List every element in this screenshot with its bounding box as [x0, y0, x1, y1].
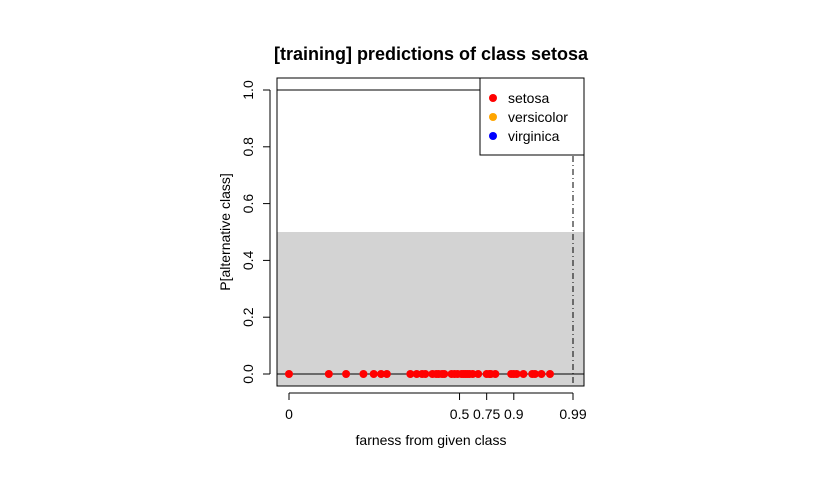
legend-marker-versicolor [489, 113, 497, 121]
x-tick-label: 0 [285, 406, 293, 422]
x-tick-label: 0.5 [450, 406, 470, 422]
y-tick-label: 0.0 [240, 364, 256, 384]
data-point-setosa [324, 370, 333, 378]
data-point-setosa [359, 370, 368, 378]
data-point-setosa [545, 370, 554, 378]
legend-label-setosa: setosa [508, 90, 549, 106]
data-point-setosa [382, 370, 391, 378]
shaded-region [277, 232, 584, 386]
data-point-setosa [406, 370, 415, 378]
x-axis-label: farness from given class [356, 432, 507, 448]
plot-frame [276, 77, 585, 387]
y-tick-label: 0.6 [240, 194, 256, 214]
chart-title: [training] predictions of class setosa [274, 44, 589, 64]
data-point-setosa [468, 370, 477, 378]
data-point-setosa [285, 370, 293, 378]
y-tick-label: 1.0 [240, 80, 256, 100]
x-axis: 0 0.5 0.75 0.9 0.99 [285, 392, 587, 422]
legend-marker-setosa [489, 94, 497, 102]
data-point-setosa [491, 370, 500, 378]
y-tick-label: 0.2 [240, 307, 256, 327]
data-point-setosa [377, 370, 386, 378]
data-point-setosa [537, 370, 546, 378]
data-point-setosa [512, 370, 521, 378]
x-tick-label: 0.99 [559, 406, 586, 422]
data-point-setosa [369, 370, 378, 378]
legend-marker-virginica [489, 132, 497, 140]
legend-label-virginica: virginica [508, 128, 560, 144]
legend-box [479, 77, 585, 156]
y-tick-label: 0.4 [240, 250, 256, 270]
x-tick-label: 0.9 [504, 406, 524, 422]
y-tick-label: 0.8 [240, 137, 256, 157]
data-point-setosa [440, 370, 449, 378]
shaded-region-rect [277, 232, 584, 386]
legend-label-versicolor: versicolor [508, 109, 568, 125]
x-tick-label: 0.75 [473, 406, 500, 422]
legend: setosa versicolor virginica [479, 77, 585, 156]
data-point-setosa [342, 370, 351, 378]
data-point-setosa [530, 370, 539, 378]
data-point-setosa [421, 370, 430, 378]
y-axis: 0.0 0.2 0.4 0.6 0.8 1.0 [240, 80, 271, 384]
data-point-setosa [519, 370, 528, 378]
data-point-setosa [474, 370, 483, 378]
data-points [285, 370, 554, 378]
y-axis-label: P[alternative class] [217, 173, 233, 291]
